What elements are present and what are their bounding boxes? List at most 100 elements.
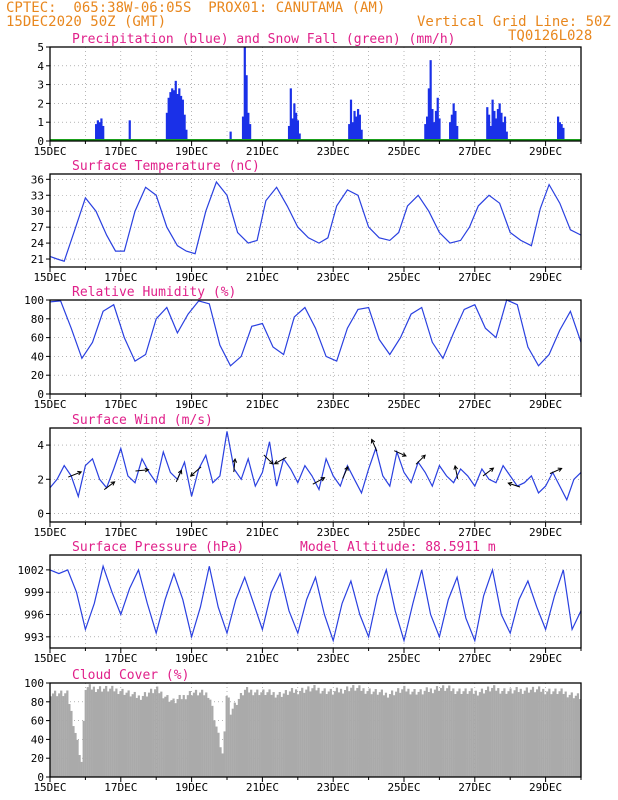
x-tick-label: 21DEC (246, 145, 279, 158)
cloud-bar (452, 688, 455, 777)
cloud-bar (135, 697, 138, 777)
cloud-bar (254, 692, 257, 777)
panel-subtitle: Model Altitude: 88.5911 m (300, 540, 496, 555)
precip-bar (172, 90, 176, 141)
wind-arrow (508, 482, 521, 488)
y-tick-label: 4 (37, 60, 44, 73)
wind-arrow (103, 481, 115, 491)
cloud-bar (446, 688, 449, 777)
y-tick-label: 21 (31, 253, 44, 266)
wind-arrow (263, 454, 274, 465)
cloud-bar (435, 686, 439, 777)
cloud-bar (368, 688, 371, 777)
panel-2 (46, 299, 582, 399)
header-run-date: 15DEC2020 50Z (GMT) (6, 14, 167, 30)
cloud-bar (419, 689, 422, 777)
precip-bar (429, 60, 432, 141)
cloud-bar (264, 694, 267, 777)
wind-arrow (371, 439, 378, 452)
precip-bar (293, 103, 296, 141)
cloud-bar (491, 687, 494, 777)
x-tick-label: 29DEC (529, 781, 562, 794)
wind-arrow-head (189, 472, 195, 477)
cloud-bar (417, 691, 420, 777)
precip-bar (289, 88, 292, 141)
precip-bar (128, 120, 131, 141)
cloud-bar (133, 691, 136, 777)
cloud-bar (107, 691, 110, 777)
cloud-bar (476, 695, 479, 777)
cloud-bar (376, 694, 379, 777)
cloud-bar (323, 688, 326, 777)
x-tick-label: 15DEC (33, 781, 66, 794)
cloud-bar (478, 692, 482, 777)
cloud-bar (294, 689, 298, 777)
cloud-bar (121, 688, 124, 777)
y-tick-label: 80 (31, 696, 44, 709)
cloud-bar (72, 726, 75, 777)
cloud-bar (207, 697, 210, 777)
cloud-bar (266, 692, 269, 777)
precip-bar (360, 129, 363, 141)
cloud-bar (564, 691, 567, 777)
cloud-bar (382, 695, 386, 777)
cloud-bar (125, 692, 128, 777)
cloud-bar (113, 691, 116, 777)
cloud-bar (164, 696, 167, 777)
cloud-bar (205, 692, 208, 777)
cloud-bar (284, 690, 287, 777)
cloud-bar (172, 698, 175, 777)
panel-title: Surface Wind (m/s) (72, 413, 213, 428)
cloud-bar (290, 687, 294, 777)
x-tick-label: 29DEC (529, 526, 562, 539)
cloud-bar (374, 689, 377, 777)
cloud-bar (186, 695, 189, 777)
precip-bar (456, 125, 459, 141)
x-tick-label: 19DEC (175, 145, 208, 158)
cloud-bar (219, 747, 222, 777)
cloud-bar (223, 731, 226, 777)
cloud-bar (421, 694, 424, 777)
cloud-bar (354, 690, 357, 777)
x-tick-label: 17DEC (104, 145, 137, 158)
y-tick-label: 3 (37, 79, 44, 92)
x-tick-label: 25DEC (387, 652, 420, 665)
panel-0 (46, 46, 582, 146)
cloud-bar (413, 689, 416, 777)
cloud-bar (468, 691, 471, 777)
cloud-bar (462, 691, 465, 777)
cloud-bar (174, 703, 177, 777)
cloud-bar (82, 720, 85, 777)
wind-arrow-head (320, 477, 326, 482)
x-tick-label: 19DEC (175, 526, 208, 539)
cloud-bar (70, 710, 73, 777)
cloud-bar (562, 693, 565, 777)
cloud-bar (401, 689, 404, 777)
cloud-bar (105, 685, 108, 777)
cloud-bar (196, 695, 200, 777)
x-tick-label: 21DEC (246, 652, 279, 665)
panel-frame (49, 554, 582, 649)
y-tick-label: 0 (37, 135, 44, 148)
cloud-bar (313, 684, 316, 777)
x-tick-label: 15DEC (33, 398, 66, 411)
y-tick-label: 2 (37, 473, 44, 486)
wind-arrow-head (453, 464, 459, 470)
cloud-bar (98, 686, 102, 777)
x-tick-label: 27DEC (458, 652, 491, 665)
x-tick-label: 23DEC (317, 526, 350, 539)
wind-arrow (342, 466, 349, 479)
x-tick-label: 19DEC (175, 271, 208, 284)
precip-bar (454, 110, 457, 141)
cloud-bar (388, 694, 392, 777)
x-tick-label: 29DEC (529, 398, 562, 411)
cloud-bar (256, 689, 259, 777)
wind-arrow-head (110, 481, 116, 486)
series-line (49, 564, 582, 643)
cloud-bar (327, 691, 330, 777)
y-tick-label: 1002 (18, 564, 45, 577)
cloud-bar (158, 693, 161, 777)
y-tick-label: 100 (24, 677, 44, 690)
cloud-bar (503, 688, 506, 777)
header-grid-note: Vertical Grid Line: 50Z (417, 14, 611, 30)
